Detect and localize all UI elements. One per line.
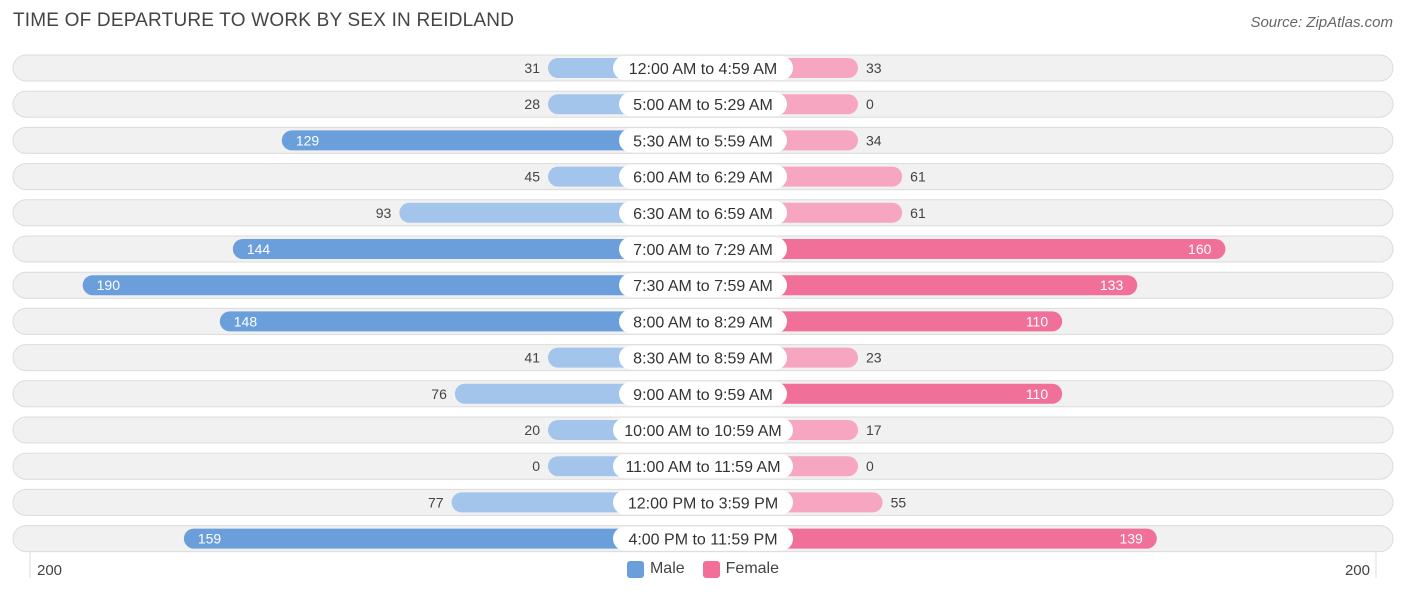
female-value-label: 139: [1119, 531, 1143, 547]
male-value-label: 148: [234, 313, 258, 329]
legend-item-male: Male: [626, 560, 685, 578]
male-value-label: 190: [97, 277, 121, 293]
legend-label-male: Male: [649, 560, 685, 577]
category-pill: [619, 345, 787, 370]
axis-label-right: 200: [1344, 562, 1370, 579]
female-bar: [703, 275, 1138, 296]
category-pill: [619, 164, 787, 189]
female-value-label: 33: [866, 60, 882, 76]
category-label: 6:30 AM to 6:59 AM: [633, 206, 773, 223]
male-value-label: 28: [524, 96, 540, 112]
female-value-label: 34: [866, 132, 882, 148]
category-pill: [613, 490, 793, 515]
female-value-label: 23: [866, 350, 882, 366]
category-label: 7:30 AM to 7:59 AM: [633, 278, 773, 295]
category-pill: [613, 526, 793, 551]
category-label: 12:00 AM to 4:59 AM: [629, 61, 778, 78]
source-note: Source: ZipAtlas.com: [1250, 14, 1393, 31]
female-bar: [703, 311, 1063, 332]
category-label: 5:30 AM to 5:59 AM: [633, 133, 773, 150]
category-label: 4:00 PM to 11:59 PM: [628, 532, 777, 549]
male-bar: [232, 239, 703, 259]
category-pill: [619, 128, 787, 153]
axis-label-left: 200: [37, 562, 63, 579]
category-label: 6:00 AM to 6:29 AM: [633, 170, 773, 187]
female-value-label: 61: [910, 205, 926, 221]
male-value-label: 144: [247, 241, 271, 257]
female-value-label: 110: [1026, 386, 1049, 402]
male-value-label: 45: [524, 169, 540, 185]
female-bar: [703, 528, 1157, 549]
male-value-label: 0: [532, 458, 540, 474]
female-value-label: 110: [1026, 313, 1049, 329]
category-pill: [619, 237, 787, 261]
category-pill: [613, 56, 793, 80]
chart-title: TIME OF DEPARTURE TO WORK BY SEX IN REID…: [13, 10, 515, 31]
female-value-label: 61: [910, 169, 926, 185]
female-value-label: 0: [866, 458, 874, 474]
female-bar: [703, 239, 1226, 259]
male-bar: [82, 275, 703, 296]
category-label: 8:30 AM to 8:59 AM: [633, 351, 773, 368]
male-value-label: 159: [198, 531, 222, 547]
legend-swatch-male: [626, 560, 644, 578]
category-pill: [619, 381, 787, 406]
male-value-label: 129: [296, 132, 320, 148]
male-value-label: 31: [524, 60, 540, 76]
female-value-label: 17: [866, 422, 882, 438]
legend-label-female: Female: [725, 560, 780, 577]
female-value-label: 55: [891, 494, 907, 510]
female-bar: [703, 383, 1063, 404]
male-value-label: 20: [524, 422, 540, 438]
female-value-label: 0: [866, 96, 874, 112]
category-pill: [619, 200, 787, 225]
category-label: 9:00 AM to 9:59 AM: [633, 387, 773, 404]
legend-swatch-female: [702, 560, 720, 578]
category-label: 8:00 AM to 8:29 AM: [633, 314, 773, 331]
male-value-label: 93: [376, 205, 392, 221]
female-value-label: 160: [1188, 241, 1212, 257]
category-pill: [619, 309, 787, 334]
category-label: 12:00 PM to 3:59 PM: [628, 495, 778, 512]
category-label: 11:00 AM to 11:59 AM: [625, 459, 780, 476]
female-value-label: 133: [1100, 277, 1124, 293]
male-bar: [183, 528, 704, 549]
legend: Male Female: [0, 560, 1406, 578]
category-pill: [613, 418, 793, 442]
male-value-label: 41: [524, 350, 540, 366]
category-label: 5:00 AM to 5:29 AM: [633, 97, 773, 114]
category-pill: [619, 273, 787, 298]
category-pill: [619, 92, 787, 117]
legend-item-female: Female: [702, 560, 780, 578]
male-value-label: 77: [428, 494, 444, 510]
male-bar: [219, 311, 703, 332]
category-pill: [613, 454, 793, 479]
male-value-label: 76: [431, 386, 447, 402]
male-bar: [281, 130, 703, 151]
category-label: 7:00 AM to 7:29 AM: [633, 242, 773, 259]
category-label: 10:00 AM to 10:59 AM: [624, 423, 781, 440]
